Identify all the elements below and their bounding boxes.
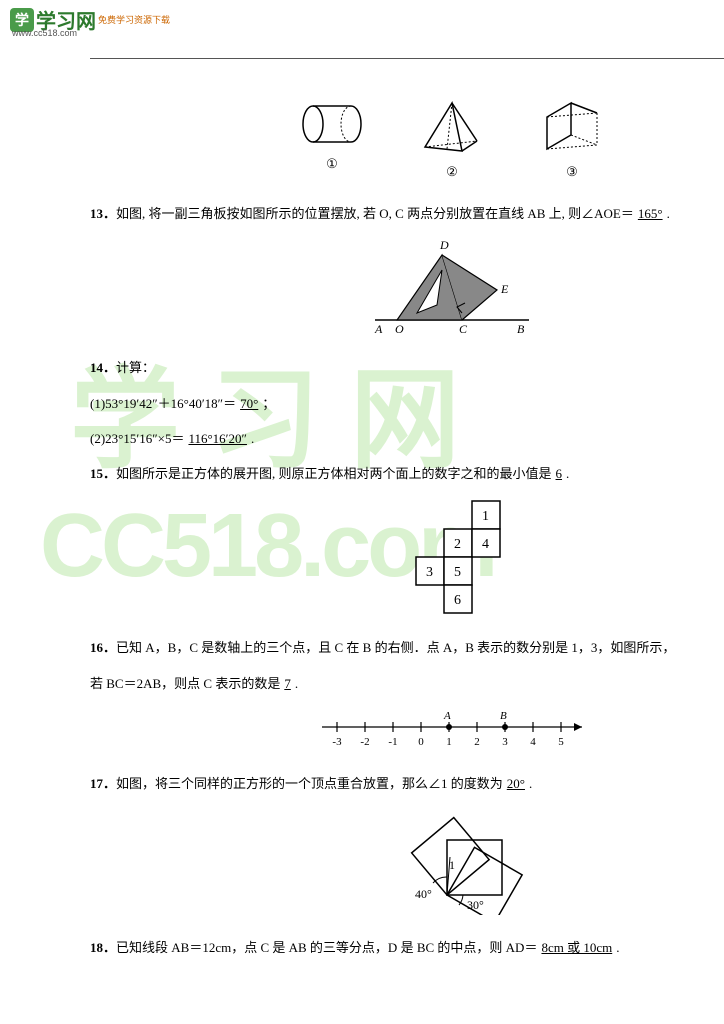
problem-16-line2: 若 BC＝2AB，则点 C 表示的数是7. xyxy=(90,670,724,697)
shape-cylinder: ① xyxy=(297,99,367,180)
svg-text:5: 5 xyxy=(558,736,564,748)
logo-url: www.cc518.com xyxy=(12,28,77,38)
svg-text:0: 0 xyxy=(418,736,424,748)
svg-text:2: 2 xyxy=(454,537,461,552)
problem-14-1: (1)53°19′42″＋16°40′18″＝70°； xyxy=(90,390,724,417)
figure-13: D E A O C B xyxy=(90,235,724,340)
q16-period: . xyxy=(295,676,298,691)
q15-period: . xyxy=(566,466,569,481)
svg-text:1: 1 xyxy=(446,736,452,748)
svg-text:1: 1 xyxy=(482,509,489,524)
q16-answer: 7 xyxy=(280,676,295,691)
q16-text-b: 若 BC＝2AB，则点 C 表示的数是 xyxy=(90,676,280,691)
svg-text:A: A xyxy=(374,322,383,335)
problem-18: 18．已知线段 AB＝12cm，点 C 是 AB 的三等分点，D 是 BC 的中… xyxy=(90,934,724,961)
svg-text:2: 2 xyxy=(474,736,480,748)
svg-text:30°: 30° xyxy=(467,898,484,912)
svg-text:-3: -3 xyxy=(332,736,342,748)
figure-row-shapes: ① ② ③ xyxy=(90,99,724,180)
svg-text:6: 6 xyxy=(454,593,461,608)
q13-text: 如图, 将一副三角板按如图所示的位置摆放, 若 O, C 两点分别放置在直线 A… xyxy=(116,206,634,221)
svg-text:-1: -1 xyxy=(388,736,397,748)
q16-number: 16． xyxy=(90,640,116,655)
q17-text: 如图，将三个同样的正方形的一个顶点重合放置，那么∠1 的度数为 xyxy=(116,776,503,791)
shape-label-3: ③ xyxy=(537,164,607,180)
page-content: ① ② ③ 13．如图, 将一副三角板按如图 xyxy=(90,58,724,962)
svg-text:4: 4 xyxy=(530,736,536,748)
svg-text:-2: -2 xyxy=(360,736,369,748)
problem-14: 14．计算： xyxy=(90,354,724,381)
shape-pyramid: ② xyxy=(417,99,487,180)
q18-answer: 8cm 或 10cm xyxy=(537,940,616,955)
shape-label-1: ① xyxy=(297,156,367,172)
svg-text:B: B xyxy=(517,322,525,335)
svg-text:D: D xyxy=(439,238,449,252)
logo-subtitle: 免费学习资源下载 xyxy=(98,13,170,26)
figure-cube-net: 1 2 4 3 5 6 xyxy=(90,495,724,620)
shape-prism: ③ xyxy=(537,99,607,180)
figure-17: 40° 30° 1 xyxy=(90,805,724,920)
q14-p2b: . xyxy=(251,431,254,446)
q14-title: 计算： xyxy=(116,360,155,375)
q18-number: 18． xyxy=(90,940,116,955)
q14-p1-answer: 70° xyxy=(236,396,262,411)
svg-text:A: A xyxy=(443,710,451,722)
q15-text: 如图所示是正方体的展开图, 则原正方体相对两个面上的数字之和的最小值是 xyxy=(116,466,552,481)
svg-text:C: C xyxy=(459,322,468,335)
problem-16: 16．已知 A，B，C 是数轴上的三个点，且 C 在 B 的右侧．点 A，B 表… xyxy=(90,634,724,661)
q17-period: . xyxy=(529,776,532,791)
problem-15: 15．如图所示是正方体的展开图, 则原正方体相对两个面上的数字之和的最小值是6. xyxy=(90,460,724,487)
q14-number: 14． xyxy=(90,360,116,375)
figure-numberline: A B -3 -2 -1 0 1 2 3 4 5 xyxy=(90,705,724,756)
svg-text:3: 3 xyxy=(426,565,433,580)
q13-period: . xyxy=(667,206,670,221)
svg-text:B: B xyxy=(500,710,507,722)
svg-text:E: E xyxy=(500,282,509,296)
q17-number: 17． xyxy=(90,776,116,791)
q17-answer: 20° xyxy=(503,776,529,791)
q15-number: 15． xyxy=(90,466,116,481)
header-rule xyxy=(90,58,724,59)
problem-17: 17．如图，将三个同样的正方形的一个顶点重合放置，那么∠1 的度数为20°. xyxy=(90,770,724,797)
q13-number: 13． xyxy=(90,206,116,221)
svg-text:40°: 40° xyxy=(415,887,432,901)
svg-text:O: O xyxy=(395,322,404,335)
q13-answer: 165° xyxy=(634,206,667,221)
q14-p1a: (1)53°19′42″＋16°40′18″＝ xyxy=(90,396,236,411)
q18-text: 已知线段 AB＝12cm，点 C 是 AB 的三等分点，D 是 BC 的中点，则… xyxy=(116,940,537,955)
shape-label-2: ② xyxy=(417,164,487,180)
q15-answer: 6 xyxy=(552,466,567,481)
q14-p2a: (2)23°15′16″×5＝ xyxy=(90,431,184,446)
q14-p1b: ； xyxy=(262,396,275,411)
problem-13: 13．如图, 将一副三角板按如图所示的位置摆放, 若 O, C 两点分别放置在直… xyxy=(90,200,724,227)
q16-text-a: 已知 A，B，C 是数轴上的三个点，且 C 在 B 的右侧．点 A，B 表示的数… xyxy=(116,640,675,655)
svg-text:3: 3 xyxy=(502,736,508,748)
svg-text:4: 4 xyxy=(482,537,489,552)
q18-period: . xyxy=(616,940,619,955)
problem-14-2: (2)23°15′16″×5＝116°16′20″. xyxy=(90,425,724,452)
q14-p2-answer: 116°16′20″ xyxy=(184,431,250,446)
svg-text:5: 5 xyxy=(454,565,461,580)
